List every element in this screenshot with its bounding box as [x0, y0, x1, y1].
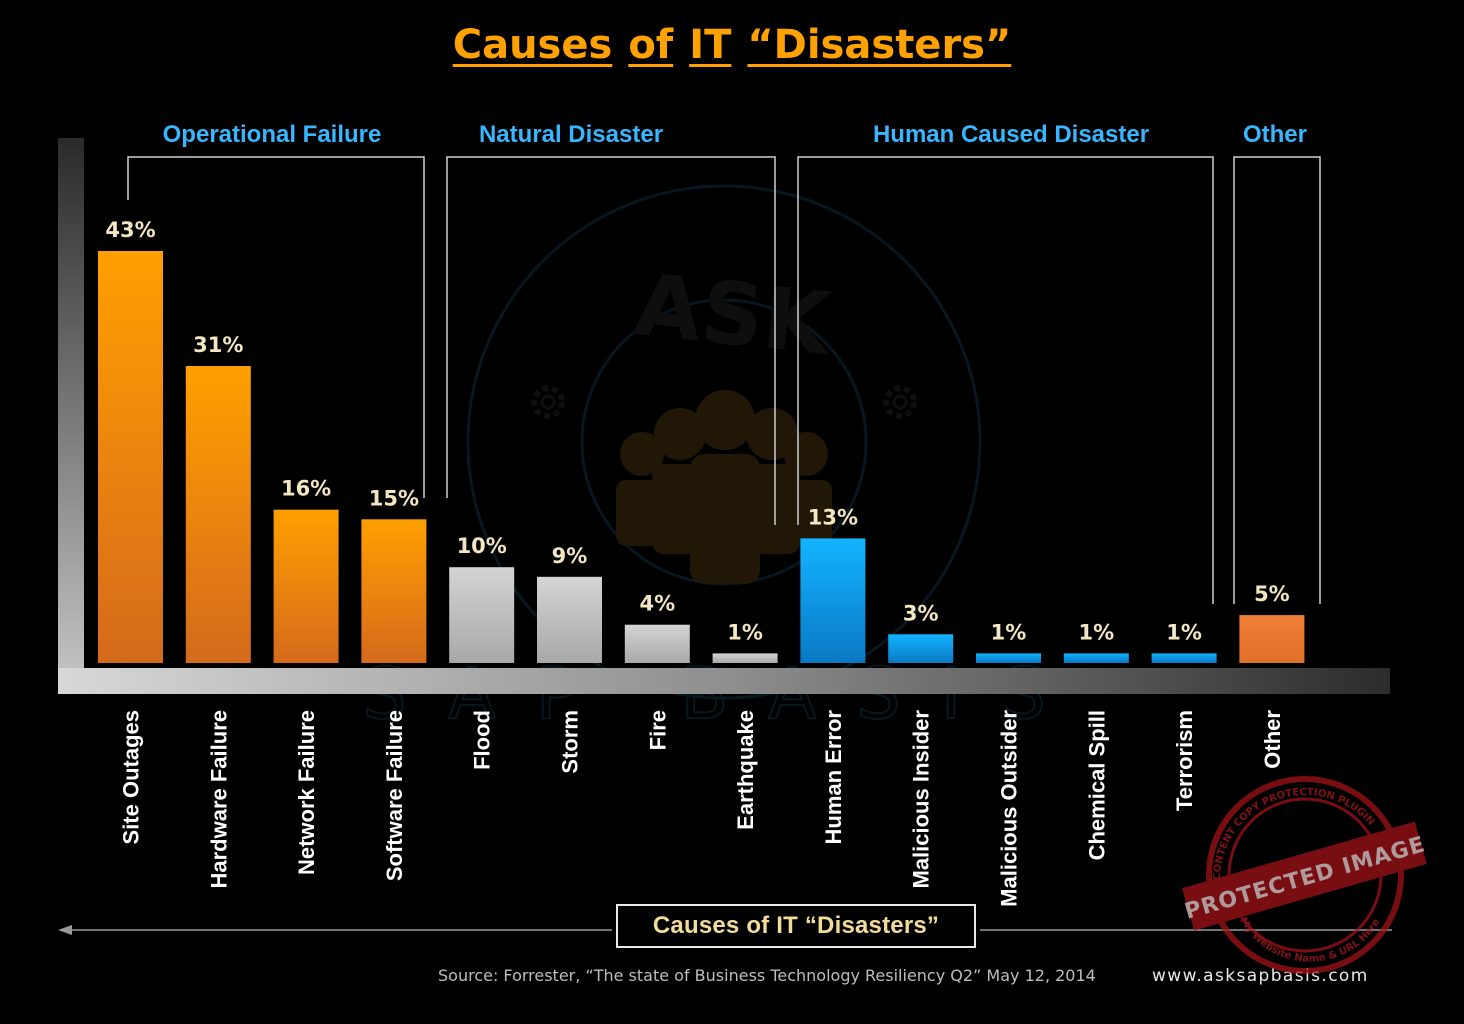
x-axis-bar — [58, 668, 1390, 694]
bar-storm — [537, 576, 602, 663]
bar-site-outages — [98, 251, 163, 663]
value-label-software-failure: 15% — [369, 486, 419, 510]
bar-hardware-failure — [185, 366, 251, 663]
bar-fire — [624, 624, 690, 663]
category-label-chemical-spill: Chemical Spill — [1084, 710, 1109, 860]
protected-image-stamp: CONTENT COPY PROTECTION PLUGIN My Websit… — [1182, 776, 1428, 974]
x-axis-title-box: Causes of IT “Disasters” — [616, 904, 976, 948]
watermark-text-top: ASK — [630, 255, 838, 375]
title-word: Causes — [452, 22, 613, 68]
watermark-outer-ring — [466, 184, 982, 700]
bar-chemical-spill — [1063, 653, 1129, 663]
value-label-earthquake: 1% — [727, 620, 763, 644]
category-label-storm: Storm — [558, 710, 583, 774]
bar-other — [1239, 615, 1305, 663]
category-label-site-outages: Site Outages — [119, 710, 144, 844]
category-label-earthquake: Earthquake — [733, 710, 758, 830]
category-label-malicious-insider: Malicious Insider — [909, 710, 934, 889]
bar-earthquake — [712, 653, 778, 663]
value-label-flood: 10% — [457, 534, 507, 558]
value-label-hardware-failure: 31% — [193, 333, 243, 357]
title-word: “Disasters” — [747, 22, 1012, 68]
category-label-fire: Fire — [645, 710, 670, 750]
group-bracket-human-caused-disaster — [797, 156, 1214, 604]
group-brackets: Operational Failure Natural Disaster Human… — [127, 121, 1321, 604]
bar-software-failure — [361, 519, 427, 663]
category-label-other: Other — [1260, 710, 1285, 769]
y-axis-bar — [58, 138, 84, 694]
bar-malicious-insider — [888, 634, 954, 663]
x-axis-title: Causes of IT “Disasters” — [652, 912, 940, 939]
group-bracket-other — [1233, 156, 1321, 604]
category-labels: Site Outages Hardware Failure Network Fail… — [119, 710, 1285, 907]
bar-human-error — [800, 538, 866, 663]
value-label-storm: 9% — [552, 544, 588, 568]
category-label-hardware-failure: Hardware Failure — [206, 710, 231, 889]
value-label-malicious-insider: 3% — [903, 601, 939, 625]
category-label-human-error: Human Error — [821, 710, 846, 845]
source-note: Source: Forrester, “The state of Busines… — [438, 966, 1096, 985]
value-label-other: 5% — [1254, 582, 1290, 606]
category-label-software-failure: Software Failure — [382, 710, 407, 881]
bars — [98, 251, 1305, 663]
value-label-fire: 4% — [639, 592, 675, 616]
group-label-natural-disaster: Natural Disaster — [479, 121, 663, 148]
stamp-outer-ring — [1206, 776, 1404, 974]
stamp-banner — [1182, 821, 1427, 931]
gear-icon — [531, 385, 565, 419]
value-label-malicious-outsider: 1% — [991, 620, 1027, 644]
bar-network-failure — [273, 509, 339, 663]
value-label-site-outages: 43% — [105, 218, 155, 242]
category-label-flood: Flood — [470, 710, 495, 770]
chart-title: Causes of IT “Disasters” — [0, 22, 1464, 68]
group-label-other: Other — [1243, 121, 1307, 148]
group-label-operational-failure: Operational Failure — [163, 121, 382, 148]
value-label-network-failure: 16% — [281, 477, 331, 501]
category-label-terrorism: Terrorism — [1172, 710, 1197, 811]
group-bracket-natural-disaster — [446, 156, 776, 525]
group-label-human-caused-disaster: Human Caused Disaster — [873, 121, 1149, 148]
bar-terrorism — [1151, 653, 1217, 663]
title-word: of — [628, 22, 674, 68]
arrow-left-icon — [58, 925, 72, 935]
value-label-human-error: 13% — [808, 505, 858, 529]
gear-icon — [883, 385, 917, 419]
bar-malicious-outsider — [976, 653, 1041, 663]
bar-flood — [449, 567, 515, 663]
value-label-terrorism: 1% — [1166, 620, 1202, 644]
category-label-malicious-outsider: Malicious Outsider — [997, 710, 1022, 907]
group-bracket-operational-failure — [127, 156, 425, 498]
people-group-icon — [616, 390, 832, 584]
category-label-network-failure: Network Failure — [294, 710, 319, 875]
value-label-chemical-spill: 1% — [1078, 620, 1114, 644]
value-labels: 43% 31% 16% 15% 10% 9% 4% 1% 13% 3% 1% 1% 1% 5% — [105, 218, 1289, 644]
title-word: IT — [689, 22, 732, 68]
